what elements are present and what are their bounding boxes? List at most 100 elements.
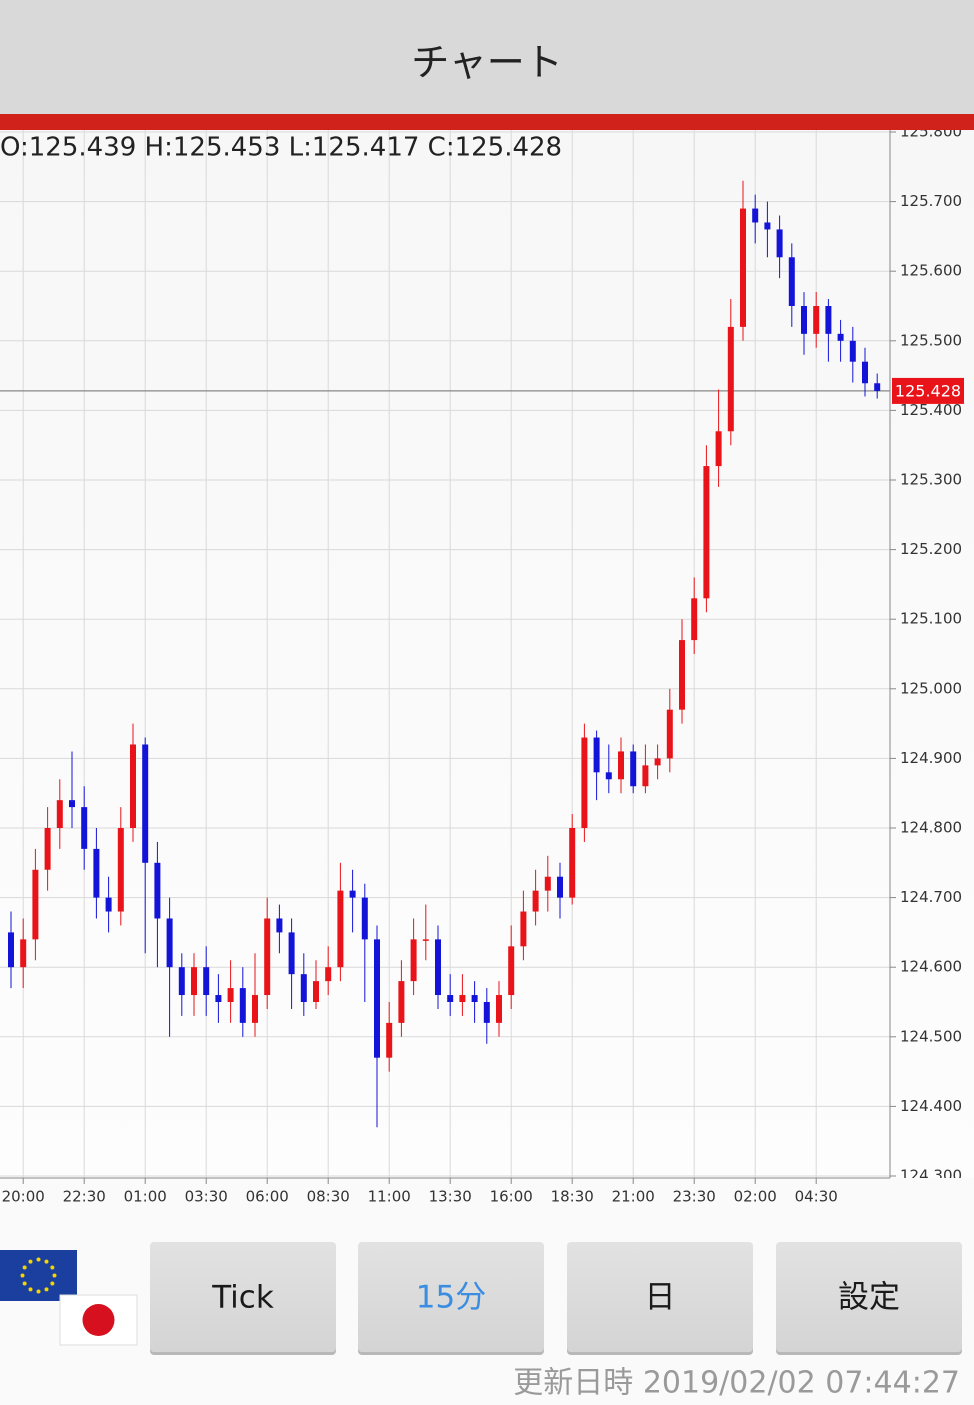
candle-body (349, 890, 356, 898)
candle-body (727, 326, 734, 432)
button-label[interactable]: 日 (645, 1280, 676, 1316)
candle-body (386, 1022, 393, 1058)
candle-body (325, 967, 332, 982)
eu-star (44, 1287, 49, 1292)
y-tick-label: 124.400 (900, 1097, 962, 1115)
candle-body (215, 995, 222, 1002)
y-tick-label: 125.000 (900, 679, 962, 697)
candle-body (337, 890, 344, 968)
candle-body (740, 208, 746, 327)
candle-body (252, 995, 258, 1023)
candle-body (618, 751, 624, 780)
candle-body (178, 967, 185, 996)
candle-body (81, 807, 88, 849)
button[interactable] (567, 1242, 753, 1352)
y-tick-label: 124.900 (900, 749, 962, 767)
candle-body (20, 939, 27, 968)
currency-flags (0, 1250, 138, 1346)
candle-body (32, 869, 39, 940)
x-tick-label: 20:00 (2, 1188, 45, 1206)
x-tick-label: 01:00 (124, 1188, 167, 1206)
last-price-tag (892, 377, 964, 404)
candle-body (142, 744, 149, 863)
candle-body (422, 939, 429, 941)
candle-body (679, 640, 685, 710)
candle-body (715, 431, 722, 467)
y-tick-label: 125.200 (900, 540, 962, 558)
candle-body (764, 222, 771, 230)
candle-body (605, 772, 612, 780)
candle-body (593, 737, 600, 773)
candle-body (630, 751, 637, 787)
candle-body (69, 800, 75, 808)
candle-body (569, 828, 576, 898)
candle-body (130, 744, 136, 828)
candle-body (544, 876, 551, 891)
x-tick-label: 16:00 (490, 1188, 533, 1206)
candle-body (313, 981, 319, 1002)
candle-body (264, 918, 271, 996)
candle-body (642, 765, 649, 787)
eu-star (22, 1281, 27, 1286)
eu-star (20, 1273, 25, 1278)
button-row: Tick 15分 日 設定 (150, 1242, 962, 1355)
y-tick-label: 125.300 (900, 471, 962, 489)
last-price-label: 125.428 (895, 381, 961, 400)
candle-body (849, 340, 856, 362)
candle-body (483, 1002, 490, 1023)
x-tick-label: 04:30 (795, 1188, 838, 1206)
candle-body (44, 828, 51, 870)
candle-body (154, 862, 161, 919)
candle-body (239, 988, 246, 1023)
x-tick-label: 02:00 (734, 1188, 777, 1206)
x-tick-label: 22:30 (63, 1188, 106, 1206)
button[interactable] (358, 1242, 544, 1352)
candle-body (813, 306, 820, 334)
app-title: チャート (411, 41, 563, 85)
eu-star (36, 1257, 41, 1262)
y-tick-label: 125.100 (900, 610, 962, 628)
button-label[interactable]: 15分 (416, 1280, 486, 1316)
candle-body (8, 932, 14, 968)
candle-body (447, 995, 454, 1002)
x-tick-label: 06:00 (246, 1188, 289, 1206)
candle-body (837, 333, 844, 341)
x-tick-label: 03:30 (185, 1188, 228, 1206)
candle-body (203, 967, 210, 996)
x-tick-label: 11:00 (368, 1188, 411, 1206)
y-tick-label: 125.600 (900, 262, 962, 280)
y-tick-label: 124.500 (900, 1027, 962, 1045)
y-tick-label: 124.300 (900, 1167, 962, 1185)
candle-body (276, 918, 283, 933)
candle-body (788, 257, 795, 306)
y-tick-label: 124.700 (900, 888, 962, 906)
y-tick-label: 124.800 (900, 819, 962, 837)
candle-body (166, 918, 173, 968)
button-label[interactable]: Tick (211, 1280, 274, 1316)
candle-body (703, 466, 710, 599)
eu-star (28, 1259, 33, 1264)
candle-body (300, 974, 307, 1002)
button-label[interactable]: 設定 (838, 1280, 900, 1316)
y-tick-label: 124.600 (900, 958, 962, 976)
candle-body (105, 897, 112, 912)
jp-flag-sun (82, 1304, 115, 1336)
candle-body (459, 995, 466, 1002)
y-tick-label: 125.500 (900, 331, 962, 349)
candle-body (666, 709, 673, 759)
candle-body (471, 995, 478, 1002)
candle-body (654, 758, 661, 766)
button[interactable] (150, 1242, 336, 1352)
candle-body (752, 208, 759, 223)
candle-body (398, 981, 405, 1023)
eu-star (50, 1281, 55, 1286)
eu-star (50, 1265, 55, 1270)
candle-body (825, 306, 832, 334)
eu-star (22, 1265, 27, 1270)
button[interactable] (776, 1242, 962, 1352)
updated-time: 更新日時 2019/02/02 07:44:27 (513, 1366, 960, 1401)
candle-body (874, 383, 881, 391)
eu-star (44, 1259, 49, 1264)
candle-body (691, 598, 698, 641)
